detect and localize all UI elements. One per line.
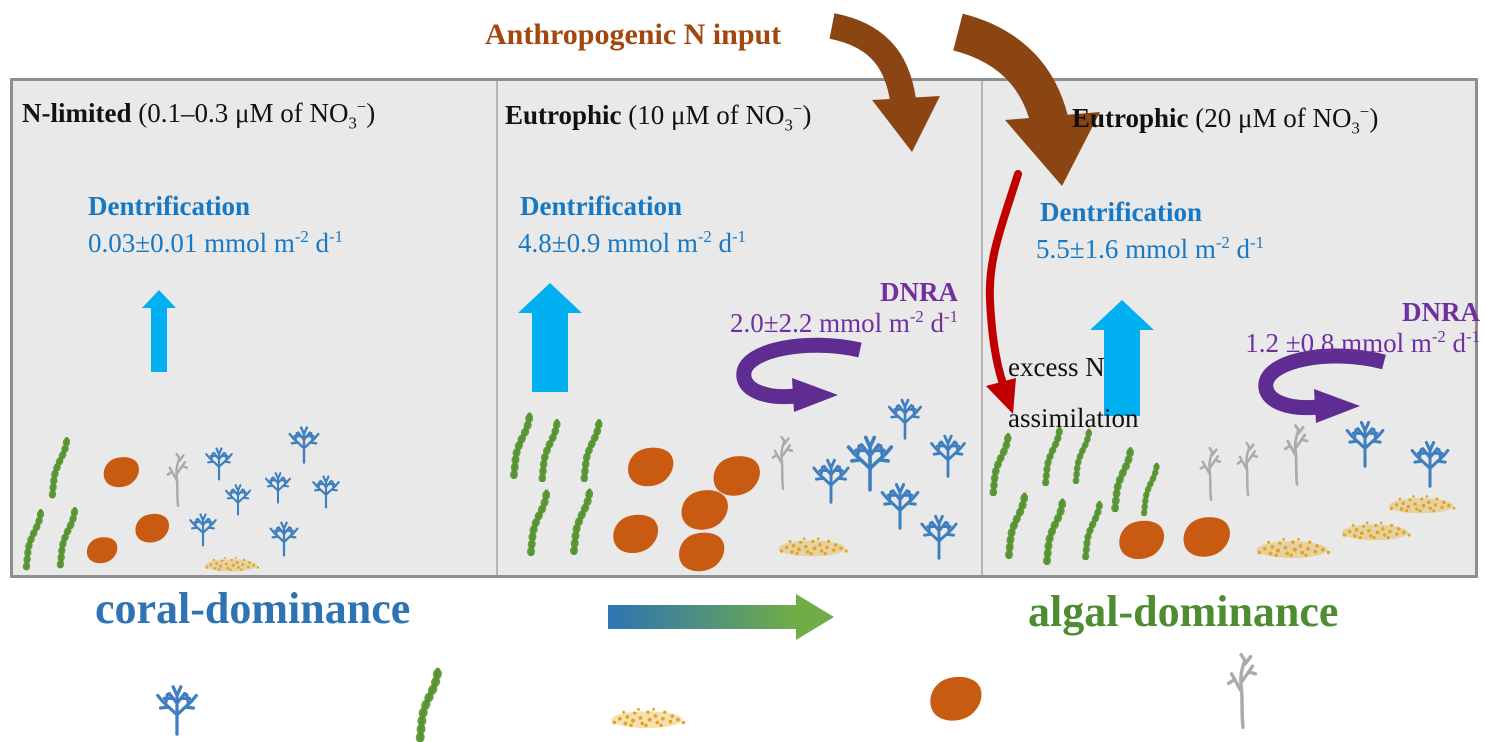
panel2-header-bold: Eutrophic — [505, 100, 622, 130]
branching-coral-icon — [156, 685, 198, 736]
panel3-dnra-label: DNRA — [1402, 297, 1480, 327]
panel-divider-2 — [981, 81, 983, 575]
excess-n-line1: excess N — [1008, 352, 1105, 382]
panel1-header-bold: N-limited — [22, 98, 132, 128]
panel3-denitrification-value: 5.5±1.6 mmol m-2 d-1 — [1036, 233, 1264, 264]
panel1-denitrification-value: 0.03±0.01 mmol m-2 d-1 — [88, 227, 343, 258]
panel3-header-bold: Eutrophic — [1072, 103, 1189, 133]
panel-divider-1 — [496, 81, 498, 575]
panel2-dnra-value: 2.0±2.2 mmol m-2 d-1 — [730, 306, 958, 338]
panel2-header: Eutrophic (10 μM of NO3−) — [505, 99, 812, 135]
legend-row — [156, 652, 1258, 740]
panel2-dnra-block: DNRA 2.0±2.2 mmol m-2 d-1 — [688, 277, 958, 338]
panel3-header: Eutrophic (20 μM of NO3−) — [1072, 102, 1379, 138]
panel2-denitrification-label: Dentrification — [520, 191, 682, 221]
massive-coral-icon — [930, 676, 982, 721]
dead-coral-icon — [1226, 652, 1258, 730]
panel3-dnra-block: DNRA 1.2 ±0.8 mmol m-2 d-1 — [1160, 297, 1480, 358]
excess-n-line2: assimilation — [1008, 403, 1139, 433]
panel3-denitrification-label: Dentrification — [1040, 197, 1202, 227]
figure-title: Anthropogenic N input — [485, 18, 782, 51]
panel2-denitrification-value: 4.8±0.9 mmol m-2 d-1 — [518, 227, 746, 258]
macroalgae-icon — [420, 670, 438, 740]
panel2-dnra-label: DNRA — [880, 277, 958, 307]
coral-dominance-label: coral-dominance — [95, 584, 411, 633]
algal-dominance-label: algal-dominance — [1028, 587, 1339, 636]
phase-shift-arrow-icon — [608, 594, 834, 640]
panel1-denitrification-label: Dentrification — [88, 191, 250, 221]
turf-algae-icon — [611, 707, 686, 729]
panel1-header: N-limited (0.1–0.3 μM of NO3−) — [22, 97, 376, 133]
panel3-dnra-value: 1.2 ±0.8 mmol m-2 d-1 — [1245, 326, 1480, 358]
